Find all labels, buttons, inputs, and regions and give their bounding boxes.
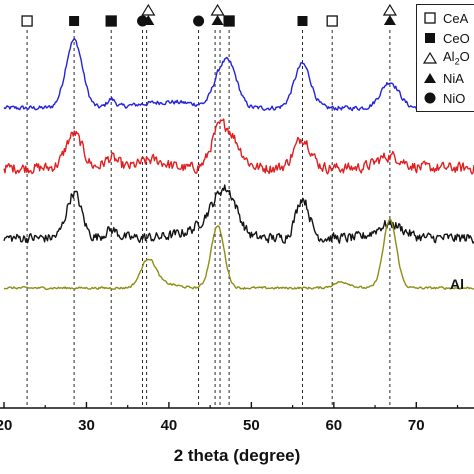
filled-square-marker	[69, 16, 80, 26]
filled-triangle-marker	[383, 15, 396, 25]
filled-triangle-marker	[211, 15, 224, 25]
open-square-icon	[423, 11, 437, 25]
open-triangle-marker	[210, 3, 225, 16]
legend-item: Al2O	[423, 49, 470, 67]
x-tick-label: 40	[161, 417, 178, 434]
filled-circle-icon	[423, 91, 437, 105]
legend-item: CeA	[423, 9, 468, 27]
series-end-label: Al	[450, 276, 464, 292]
series-line-2	[3, 118, 474, 175]
legend-item: NiO	[423, 89, 465, 107]
series-line-1	[3, 37, 474, 112]
filled-triangle-marker	[142, 15, 155, 25]
legend-label: NiO	[443, 90, 466, 106]
open-square-marker	[326, 15, 338, 27]
legend-label: Al2O	[443, 49, 470, 67]
legend-item: NiA	[423, 69, 464, 87]
x-tick-label: 50	[243, 417, 260, 434]
filled-triangle-icon	[423, 71, 437, 85]
x-tick-label: 20	[0, 417, 12, 434]
legend-label: CeA	[443, 10, 469, 26]
filled-square-icon	[423, 31, 437, 45]
filled-square-marker	[297, 16, 308, 26]
series-lines	[3, 37, 474, 291]
filled-square-marker	[224, 16, 235, 26]
series-line-3	[3, 184, 474, 244]
legend-label: NiA	[443, 70, 464, 86]
legend-label: CeO	[443, 30, 470, 46]
x-axis-label: 2 theta (degree)	[173, 446, 301, 465]
x-tick-label: 60	[325, 417, 342, 434]
open-square-marker	[21, 15, 33, 27]
x-axis: 20 30 40 50 60 70	[0, 402, 459, 434]
x-tick-label: 70	[408, 417, 425, 434]
x-tick-label: 30	[78, 417, 95, 434]
open-triangle-icon	[423, 51, 437, 65]
legend: CeA CeO Al2O NiA NiO	[416, 4, 474, 112]
open-triangle-marker	[141, 3, 156, 16]
filled-circle-marker	[193, 15, 205, 27]
legend-item: CeO	[423, 29, 470, 47]
open-triangle-marker	[382, 3, 397, 16]
series-line-4	[3, 218, 474, 291]
reference-lines	[26, 30, 391, 408]
phase-markers	[21, 3, 397, 27]
filled-square-marker	[106, 16, 117, 26]
